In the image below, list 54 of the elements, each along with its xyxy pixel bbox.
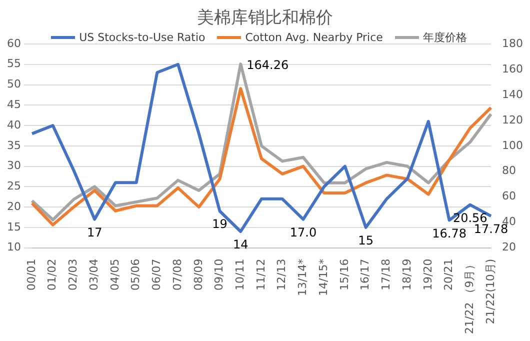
y2-tick-label: 80 xyxy=(502,164,516,178)
legend-label: Cotton Avg. Nearby Price xyxy=(245,31,383,44)
y-tick-label: 25 xyxy=(6,180,21,193)
x-tick-label: 08/09 xyxy=(192,258,205,291)
data-label: 17.0 xyxy=(290,225,317,240)
y2-tick-label: 20 xyxy=(502,240,516,254)
x-tick-label: 19/20 xyxy=(421,258,434,291)
y2-tick-label: 120 xyxy=(502,113,524,126)
data-label: 164.26 xyxy=(246,58,289,72)
x-tick-label: 00/01 xyxy=(24,258,38,291)
x-tick-label: 20/21 xyxy=(442,258,456,291)
data-label: 14 xyxy=(232,238,248,252)
data-label: 15 xyxy=(358,234,374,248)
x-tick-label: 09/10 xyxy=(212,258,226,291)
legend-label: 年度价格 xyxy=(422,31,467,44)
y-tick-label: 60 xyxy=(6,36,21,50)
y2-tick-label: 180 xyxy=(502,36,524,50)
data-label: 19 xyxy=(212,217,228,232)
x-tick-label: 06/07 xyxy=(150,258,164,291)
y-tick-label: 55 xyxy=(6,57,21,70)
data-label: 16.78 xyxy=(432,226,466,240)
y-tick-label: 10 xyxy=(6,240,21,254)
x-tick-label: 14/15* xyxy=(316,258,330,296)
x-tick-label: 17/18 xyxy=(380,258,393,291)
y2-tick-label: 60 xyxy=(502,190,516,203)
x-tick-label: 07/08 xyxy=(170,258,184,291)
x-tick-label: 02/03 xyxy=(66,258,80,291)
x-tick-label: 21/22(10月) xyxy=(484,258,497,324)
x-tick-label: 11/12 xyxy=(254,258,268,291)
y-tick-label: 30 xyxy=(6,159,21,172)
y-tick-label: 20 xyxy=(6,200,21,213)
y-tick-label: 50 xyxy=(6,78,21,91)
data-label: 20.56 xyxy=(452,210,488,225)
chart-title: 美棉库销比和棉价 xyxy=(196,7,334,29)
x-tick-label: 03/04 xyxy=(87,258,100,291)
legend-label: US Stocks-to-Use Ratio xyxy=(79,31,206,44)
y2-tick-label: 140 xyxy=(502,88,524,101)
x-tick-label: 15/16 xyxy=(338,258,351,291)
y-tick-label: 45 xyxy=(6,98,21,111)
y-tick-label: 40 xyxy=(6,118,21,132)
data-label: 17 xyxy=(86,225,102,240)
y2-tick-label: 100 xyxy=(502,138,524,152)
y-tick-label: 35 xyxy=(6,138,21,152)
y2-tick-label: 160 xyxy=(502,62,524,76)
x-tick-label: 16/17 xyxy=(358,258,372,291)
x-tick-label: 01/02 xyxy=(46,258,59,291)
y-tick-label: 15 xyxy=(6,220,21,234)
x-tick-label: 10/11 xyxy=(233,258,246,291)
x-tick-label: 12/13 xyxy=(275,258,288,291)
x-tick-label: 13/14* xyxy=(296,258,310,296)
x-tick-label: 04/05 xyxy=(108,258,122,291)
x-tick-label: 05/06 xyxy=(129,258,142,291)
x-tick-label: 21/22 （9月） xyxy=(463,258,476,334)
x-tick-label: 18/19 xyxy=(400,258,414,291)
